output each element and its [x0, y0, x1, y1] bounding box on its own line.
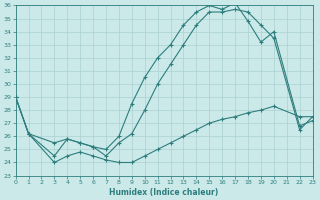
X-axis label: Humidex (Indice chaleur): Humidex (Indice chaleur) [109, 188, 219, 197]
